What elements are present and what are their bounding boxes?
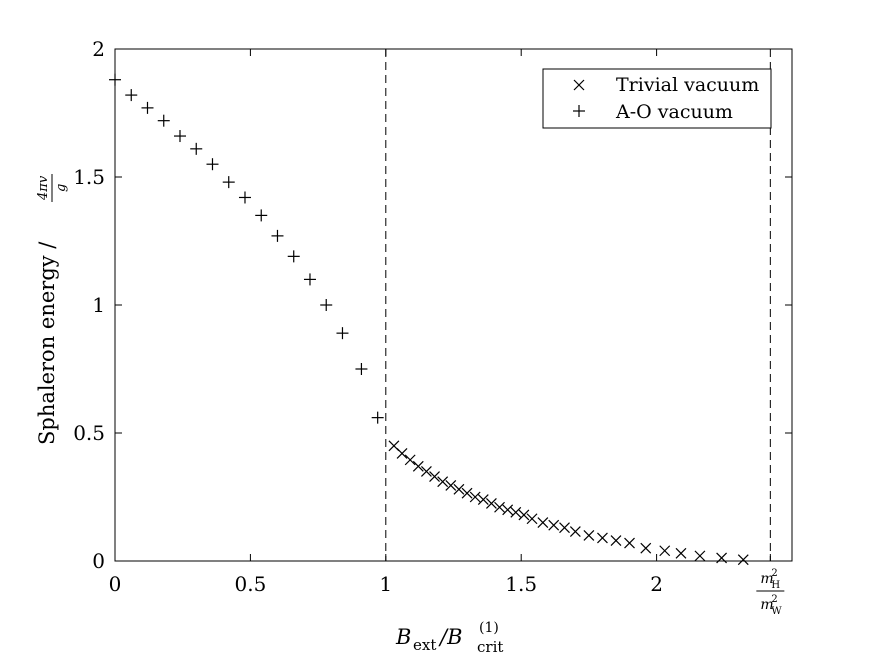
x-tick-label: 0 <box>109 572 122 596</box>
y-axis-label: Sphaleron energy / <box>35 241 59 445</box>
svg-text:m: m <box>760 597 773 613</box>
data-point <box>502 504 514 516</box>
data-markers <box>109 73 749 566</box>
data-point <box>157 114 170 127</box>
svg-text:2: 2 <box>771 594 777 605</box>
data-point <box>437 476 449 488</box>
data-point <box>510 506 522 518</box>
data-point <box>548 519 560 531</box>
data-point <box>675 547 687 559</box>
y-axis-unit-numerator: 4πv <box>36 175 51 201</box>
data-point <box>583 529 595 541</box>
x-tick-label: 1 <box>379 572 392 596</box>
data-point <box>404 454 416 466</box>
data-point <box>271 229 284 242</box>
data-point <box>141 101 154 114</box>
legend: Trivial vacuum A-O vacuum <box>542 68 772 129</box>
data-point <box>355 363 368 375</box>
data-point <box>485 497 497 509</box>
data-point <box>396 448 408 459</box>
y-tick-label: 1 <box>92 293 105 317</box>
data-point <box>624 537 635 549</box>
x-axis-label-sub-ext: ext <box>413 636 436 654</box>
data-point <box>109 73 121 86</box>
data-point <box>597 532 608 544</box>
legend-label-ao: A-O vacuum <box>615 101 733 123</box>
x-axis-label-b: B <box>395 625 411 649</box>
data-point <box>303 273 316 286</box>
data-point <box>494 501 505 513</box>
svg-text:m: m <box>760 571 773 587</box>
data-point <box>716 552 728 564</box>
data-point <box>429 471 440 482</box>
data-point <box>445 480 457 491</box>
series-trivial-vacuum <box>388 440 749 566</box>
x-tick-label: 0.5 <box>234 572 266 596</box>
x-axis-label-slash: /B <box>438 625 463 649</box>
data-point <box>559 522 570 534</box>
data-point <box>526 513 538 525</box>
data-point <box>238 191 251 204</box>
data-point <box>694 550 706 562</box>
data-point <box>336 327 349 340</box>
data-point <box>569 526 581 537</box>
svg-text:H: H <box>771 580 780 591</box>
data-point <box>461 487 473 499</box>
data-point <box>255 209 268 222</box>
data-point <box>287 250 300 263</box>
data-point <box>659 545 671 557</box>
data-point <box>420 465 432 477</box>
legend-marker-x <box>573 79 585 91</box>
x-axis-label-sup: (1) <box>479 620 499 636</box>
data-point <box>518 509 530 521</box>
svg-text:2: 2 <box>771 568 777 579</box>
reference-lines <box>385 49 771 561</box>
legend-marker-plus <box>573 105 585 117</box>
data-point <box>190 142 203 155</box>
x-tick-label: 2 <box>650 572 663 596</box>
data-point <box>537 517 549 529</box>
data-point <box>371 411 384 424</box>
data-point <box>320 299 333 311</box>
data-point <box>640 542 652 554</box>
legend-box <box>542 68 772 129</box>
y-tick-label: 0 <box>92 549 105 573</box>
data-point <box>610 535 622 546</box>
data-point <box>469 491 481 503</box>
data-point <box>173 130 186 143</box>
data-point <box>125 89 138 102</box>
x-axis-label-sub-crit: crit <box>477 638 503 656</box>
data-point <box>737 554 749 566</box>
svg-text:W: W <box>771 606 782 617</box>
legend-label-trivial: Trivial vacuum <box>616 74 759 96</box>
data-point <box>222 176 235 189</box>
data-point <box>453 483 465 495</box>
y-tick-label: 0.5 <box>73 421 105 445</box>
y-tick-label: 1.5 <box>73 165 105 189</box>
data-point <box>477 494 489 505</box>
y-tick-label: 2 <box>92 37 105 61</box>
y-axis-unit-denominator: g <box>54 184 69 192</box>
x-tick-label: 1.5 <box>505 572 537 596</box>
data-point <box>206 158 219 171</box>
y-axis-title: Sphaleron energy / 4πv g <box>35 174 69 445</box>
series-ao-vacuum <box>109 73 384 424</box>
data-point <box>412 460 424 472</box>
x-axis-title: B ext /B crit (1) <box>395 620 503 656</box>
